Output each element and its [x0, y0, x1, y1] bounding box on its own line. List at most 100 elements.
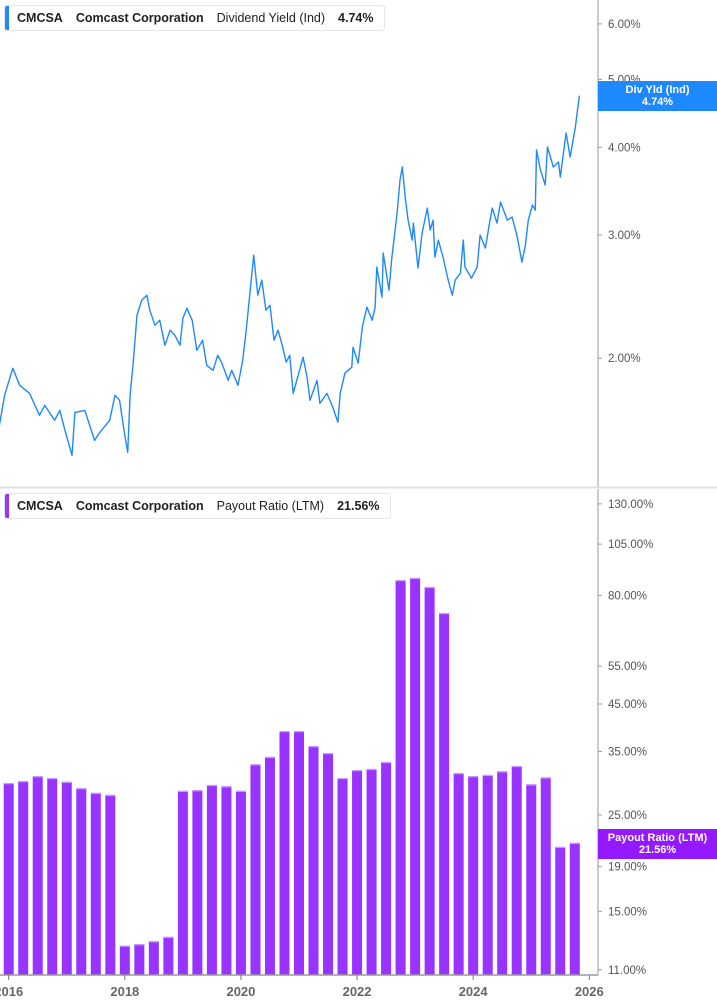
- payout-bar: [453, 773, 464, 975]
- payout-bar: [395, 580, 406, 975]
- payout-bar-top: [526, 784, 537, 786]
- payout-bar: [163, 936, 174, 975]
- payout-bar: [76, 788, 87, 975]
- top-y-axis: 6.00%5.00%4.00%3.00%2.00%: [597, 0, 641, 487]
- x-tick-label: 2026: [575, 984, 604, 999]
- payout-bar-top: [119, 945, 130, 947]
- y-tick-label: 45.00%: [608, 699, 647, 711]
- payout-bar: [308, 746, 319, 975]
- payout-bar-top: [453, 773, 464, 775]
- y-tick-label: 105.00%: [608, 539, 653, 551]
- y-tick-label: 19.00%: [608, 862, 647, 874]
- y-tick-label: 35.00%: [608, 746, 647, 758]
- payout-bar-top: [482, 774, 493, 777]
- payout-bar: [235, 790, 246, 975]
- payout-bar-top: [497, 771, 508, 773]
- payout-bar: [468, 776, 479, 975]
- payout-bar: [497, 771, 508, 975]
- payout-bar-top: [511, 765, 522, 768]
- legend-value: 4.74%: [338, 11, 374, 25]
- payout-bar: [177, 790, 188, 975]
- payout-bar: [221, 786, 232, 975]
- legend-value: 21.56%: [337, 499, 380, 513]
- payout-bar-top: [569, 842, 580, 845]
- payout-bar-top: [395, 580, 406, 582]
- payout-ratio-price-tag: Payout Ratio (LTM) 21.56%: [598, 829, 717, 859]
- payout-bar: [381, 761, 392, 975]
- legend-ticker: CMCSA: [17, 11, 63, 25]
- payout-bar-top: [163, 936, 174, 939]
- payout-bar-top: [32, 776, 43, 778]
- payout-bar-top: [352, 770, 363, 772]
- tag-value: 21.56%: [638, 844, 677, 856]
- payout-bar-top: [250, 764, 261, 766]
- payout-bar: [148, 941, 159, 975]
- payout-bar: [206, 784, 217, 975]
- bottom-legend: CMCSA Comcast Corporation Payout Ratio (…: [4, 493, 391, 519]
- payout-bar-top: [294, 730, 304, 733]
- y-tick-label: 15.00%: [608, 906, 647, 918]
- payout-bar-top: [134, 944, 145, 946]
- x-tick-label: 2020: [226, 984, 255, 999]
- payout-bar: [250, 764, 261, 975]
- y-tick-label: 6.00%: [608, 19, 641, 31]
- payout-bar-top: [555, 846, 566, 849]
- tag-label: Payout Ratio (LTM): [607, 832, 708, 844]
- payout-bar: [61, 781, 72, 975]
- payout-bar-top: [61, 781, 72, 783]
- payout-bar: [540, 777, 551, 975]
- payout-bar: [323, 753, 334, 975]
- payout-bar: [352, 770, 363, 975]
- x-tick-label: 2016: [0, 984, 23, 999]
- payout-bar-top: [366, 768, 377, 771]
- payout-bar-top: [18, 781, 29, 783]
- x-tick-label: 2018: [110, 984, 139, 999]
- payout-bar-top: [206, 784, 217, 787]
- payout-bar: [366, 768, 377, 975]
- legend-ticker: CMCSA: [17, 499, 63, 513]
- payout-bar-top: [264, 756, 275, 759]
- top-legend: CMCSA Comcast Corporation Dividend Yield…: [4, 5, 385, 31]
- payout-bar-top: [439, 612, 450, 615]
- payout-bar: [47, 777, 58, 975]
- payout-bar-top: [148, 941, 159, 943]
- tag-label: Div Yld (Ind): [625, 84, 690, 96]
- dividend-yield-plot: [0, 95, 581, 456]
- payout-bar: [569, 842, 580, 975]
- series-color-swatch: [5, 6, 9, 30]
- payout-bar: [192, 790, 203, 975]
- payout-bar: [32, 776, 43, 975]
- legend-company: Comcast Corporation: [75, 499, 204, 513]
- payout-bar: [526, 784, 537, 975]
- payout-bar-top: [424, 586, 435, 589]
- payout-bar-top: [47, 777, 58, 780]
- payout-bar-top: [381, 761, 392, 764]
- payout-bar: [3, 783, 14, 975]
- payout-bar: [555, 846, 566, 975]
- payout-bar: [511, 765, 522, 975]
- x-axis: 2016 2018 2020 2022 2024 2026: [0, 974, 604, 999]
- payout-bar: [337, 777, 348, 975]
- payout-bar: [439, 612, 450, 975]
- payout-bar-top: [337, 777, 348, 780]
- legend-metric: Payout Ratio (LTM): [216, 499, 325, 513]
- payout-ratio-plot: [3, 577, 580, 975]
- payout-bar-top: [105, 794, 116, 797]
- payout-bar: [279, 730, 290, 975]
- payout-bar-top: [468, 776, 479, 778]
- payout-bar-top: [221, 786, 232, 788]
- payout-bar-top: [308, 746, 319, 748]
- dividend-yield-line: [0, 95, 581, 456]
- payout-bar: [119, 945, 130, 975]
- payout-bar-top: [279, 730, 290, 733]
- payout-bar: [294, 730, 304, 975]
- payout-bar: [264, 756, 275, 975]
- payout-bar: [90, 792, 101, 975]
- payout-bar-top: [177, 790, 188, 793]
- payout-bar-top: [410, 577, 421, 580]
- dividend-yield-price-tag: Div Yld (Ind) 4.74%: [598, 81, 717, 111]
- payout-bar-top: [323, 753, 334, 755]
- y-tick-label: 80.00%: [608, 590, 647, 602]
- y-tick-label: 2.00%: [608, 353, 641, 365]
